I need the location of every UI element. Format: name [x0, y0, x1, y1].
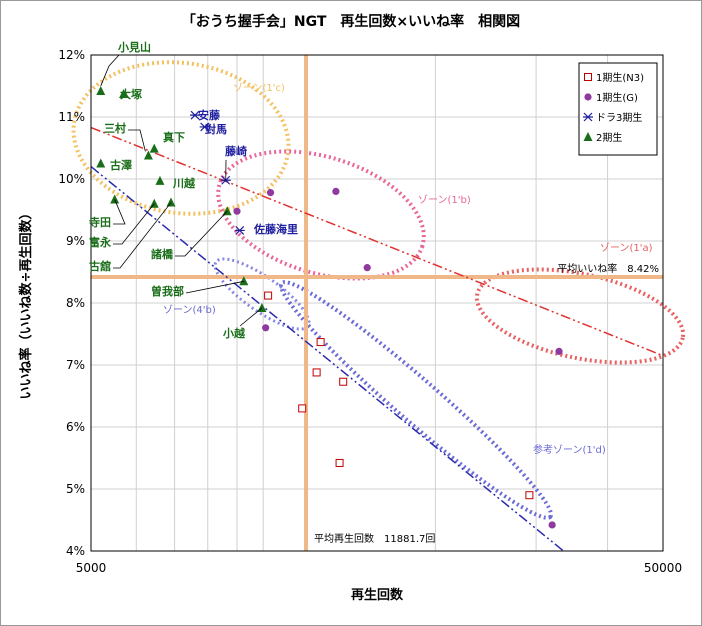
point-label: 真下 [163, 130, 185, 144]
data-point [555, 347, 563, 355]
trend-line-red [90, 126, 664, 357]
label-leader-line [113, 199, 126, 225]
point-label: 小見山 [117, 40, 151, 54]
zone-label: ゾーン(4'b) [163, 304, 216, 316]
legend-marker [583, 132, 593, 141]
data-point [339, 377, 348, 386]
data-point [220, 175, 231, 185]
data-point [335, 458, 344, 467]
y-tick-label: 12% [58, 48, 85, 62]
data-point [233, 207, 241, 215]
data-point [312, 368, 321, 377]
data-point [266, 189, 275, 197]
data-point [166, 197, 176, 207]
average-y-label: 平均いいね率 8.42% [557, 262, 659, 275]
point-label: 小越 [222, 326, 246, 340]
data-point [548, 521, 556, 529]
data-point [298, 404, 307, 413]
data-point [143, 150, 153, 160]
point-label: 川越 [172, 176, 196, 190]
axis-ticks: 4% 5% 6% 7% 8% 9% 10% 11% 12% 5000 50000 [58, 48, 682, 575]
legend-marker [584, 93, 592, 101]
chart-title: 「おうち握手会」NGT 再生回数×いいね率 相関図 [182, 13, 520, 30]
data-points [96, 85, 563, 529]
zone-label: ゾーン(1'c) [233, 82, 285, 94]
y-tick-label: 9% [66, 234, 85, 248]
data-point [199, 122, 210, 132]
point-label: 佐藤海里 [253, 222, 298, 236]
label-leader-line [185, 280, 244, 294]
zone-label: 参考ゾーン(1'd) [533, 443, 606, 456]
data-point [363, 264, 371, 272]
average-lines: 平均再生回数 11881.7回 平均いいね率 8.42% [91, 55, 663, 551]
legend-label: ドラ3期生 [596, 111, 642, 124]
zone-outline [474, 267, 686, 365]
data-point [332, 187, 340, 195]
label-leader-line [239, 307, 263, 327]
y-tick-label: 10% [58, 172, 85, 186]
zone-label: ゾーン(1'b) [418, 194, 471, 206]
point-label: 古舘 [89, 259, 111, 273]
point-label: 富永 [89, 235, 112, 249]
zones: ゾーン(1'c) ゾーン(1'b) ゾーン(1'a) ゾーン(4'b) 参考ゾーン(1'… [71, 60, 686, 520]
average-x-label: 平均再生回数 11881.7回 [314, 532, 435, 545]
y-tick-label: 4% [66, 544, 85, 558]
plot-area [90, 54, 664, 552]
x-tick-label: 50000 [644, 561, 682, 575]
data-point [149, 198, 159, 208]
data-point [96, 85, 106, 95]
data-point [239, 276, 249, 286]
data-point [262, 324, 270, 332]
point-label: 曽我部 [151, 284, 184, 298]
y-axis-label: いいね率（いいね数÷再生回数） [18, 207, 34, 400]
legend: 1期生(N3) 1期生(G) ドラ3期生 2期生 [578, 62, 658, 156]
point-label: 寺田 [89, 215, 111, 229]
legend-label: 2期生 [596, 131, 622, 144]
x-tick-label: 5000 [76, 561, 107, 575]
data-point [96, 158, 106, 168]
zone-label: ゾーン(1'a) [600, 242, 653, 254]
legend-label: 1期生(N3) [596, 71, 644, 84]
point-label: 藤崎 [225, 144, 247, 158]
label-leader-line [100, 54, 120, 87]
data-point [222, 206, 232, 216]
point-label: 對馬 [205, 122, 227, 136]
zone-outline [71, 60, 291, 216]
zone-outline [278, 280, 554, 520]
data-point [110, 194, 120, 204]
y-tick-label: 6% [66, 420, 85, 434]
label-leader-line [113, 203, 155, 245]
data-point [119, 89, 129, 99]
label-leader-line [128, 129, 146, 152]
x-axis-label: 再生回数 [351, 587, 404, 603]
y-tick-label: 7% [66, 358, 85, 372]
y-tick-label: 5% [66, 482, 85, 496]
trend-lines [90, 126, 664, 552]
legend-marker [584, 73, 592, 81]
label-leader-line [113, 202, 172, 269]
data-point [264, 291, 273, 300]
data-point [155, 175, 165, 185]
data-point [525, 491, 534, 500]
data-point [234, 226, 245, 235]
legend-label: 1期生(G) [596, 91, 638, 104]
trend-line-blue [90, 166, 564, 552]
point-label: 安藤 [198, 108, 221, 122]
y-tick-label: 11% [58, 110, 85, 124]
y-tick-label: 8% [66, 296, 85, 310]
label-leader-line [175, 210, 228, 257]
point-label: 古澤 [110, 158, 132, 172]
data-point [149, 143, 159, 153]
data-point [316, 338, 325, 347]
data-point [190, 110, 201, 120]
point-label: 諸橋 [151, 247, 174, 261]
point-label: 三村 [104, 121, 126, 135]
point-label: 大塚 [120, 87, 142, 101]
legend-marker [583, 112, 593, 122]
